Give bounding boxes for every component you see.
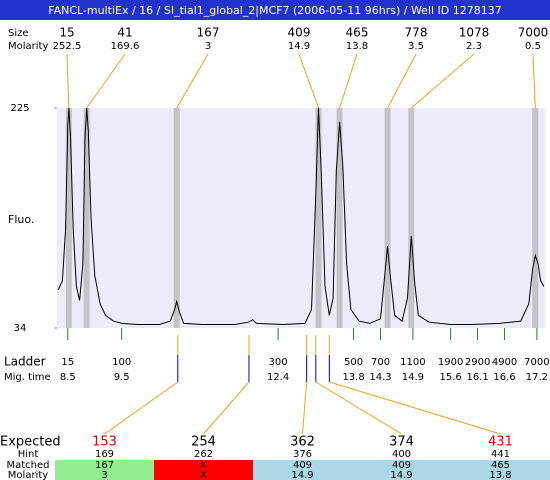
- hint-value: 262: [194, 449, 213, 460]
- hint-value: 400: [392, 449, 411, 460]
- molarity-value: 14.9: [291, 470, 313, 480]
- connector: [315, 381, 402, 435]
- molarity-value: 3: [101, 470, 107, 480]
- expected-label: Expected: [0, 435, 61, 450]
- ladder-size: 500: [344, 357, 363, 368]
- expected-value: 431: [488, 435, 513, 450]
- match-cell: [451, 460, 550, 480]
- peak-size: 41: [117, 26, 132, 40]
- y-tick-label: 34: [14, 323, 27, 334]
- ladder-time: 17.2: [526, 372, 548, 383]
- connector: [387, 53, 417, 109]
- peak-band: [173, 108, 180, 328]
- expected-value: 374: [389, 435, 414, 450]
- expected-value: 153: [92, 435, 117, 450]
- molarity-value: 13.8: [489, 470, 511, 480]
- ladder-size: 7000: [524, 357, 549, 368]
- peak-molarity: 0.5: [525, 41, 541, 52]
- ladder-time: 9.5: [114, 372, 130, 383]
- chart-title: FANCL-multiEx / 16 / SI_tial1_global_2|M…: [48, 4, 502, 17]
- peak-molarity: 2.3: [466, 41, 482, 52]
- molarity-value: X: [200, 470, 207, 480]
- ladder-size: 700: [371, 357, 390, 368]
- peak-molarity: 3: [205, 41, 211, 52]
- peak-band: [408, 108, 415, 328]
- molarity-label: Molarity: [8, 41, 48, 52]
- peak-band: [532, 108, 539, 328]
- ladder-size: 1100: [400, 357, 425, 368]
- matched-value: X: [200, 460, 207, 471]
- peak-molarity: 14.9: [288, 41, 310, 52]
- peak-size: 15: [59, 26, 74, 40]
- size-label: Size: [8, 28, 29, 39]
- match-cell: [352, 460, 451, 480]
- connector: [302, 381, 308, 435]
- hint-label: Hint: [18, 449, 39, 460]
- ladder-size: 300: [269, 357, 288, 368]
- y-tick-label: 225: [10, 103, 29, 114]
- peak-molarity: 252.5: [53, 41, 82, 52]
- connector: [298, 53, 319, 109]
- matched-label: Matched: [6, 460, 49, 471]
- peak-band: [65, 108, 72, 328]
- peak-size: 7000: [518, 26, 549, 40]
- ladder-size: 15: [61, 357, 74, 368]
- ladder-label: Ladder: [4, 355, 46, 369]
- peak-molarity: 169.6: [111, 41, 140, 52]
- peak-size: 1078: [459, 26, 490, 40]
- peak-size: 167: [197, 26, 220, 40]
- ladder-time: 16.1: [466, 372, 488, 383]
- connector: [176, 53, 209, 109]
- ladder-time: 13.8: [342, 372, 364, 383]
- molarity-row-label: Molarity: [8, 470, 48, 480]
- connector: [329, 381, 501, 435]
- plot-area: [57, 108, 545, 328]
- ladder-size: 1900: [438, 357, 463, 368]
- molarity-value: 14.9: [390, 470, 412, 480]
- time-label: Mig. time: [4, 372, 51, 383]
- ladder-size: 4900: [492, 357, 517, 368]
- connector: [203, 381, 250, 435]
- matched-value: 409: [392, 460, 411, 471]
- match-cell: [55, 460, 154, 480]
- match-cell: [154, 460, 253, 480]
- peak-size: 465: [346, 26, 369, 40]
- connector: [104, 381, 179, 435]
- ladder-time: 12.4: [267, 372, 289, 383]
- hint-value: 169: [95, 449, 114, 460]
- trace: [57, 107, 545, 326]
- connector: [410, 53, 475, 109]
- ladder-time: 8.5: [60, 372, 76, 383]
- connector: [66, 53, 70, 109]
- y-axis-label: Fluo.: [8, 213, 34, 226]
- matched-value: 465: [491, 460, 510, 471]
- ladder-size: 2900: [465, 357, 490, 368]
- peak-molarity: 13.8: [346, 41, 368, 52]
- match-cell: [253, 460, 352, 480]
- ladder-time: 16.6: [493, 372, 515, 383]
- peak-molarity: 3.5: [408, 41, 424, 52]
- ladder-time: 14.3: [369, 372, 391, 383]
- peak-band: [315, 108, 322, 328]
- ladder-time: 14.9: [402, 372, 424, 383]
- peak-band: [384, 108, 391, 328]
- matched-value: 409: [293, 460, 312, 471]
- peak-band: [83, 108, 90, 328]
- peak-size: 778: [405, 26, 428, 40]
- title-bar: [0, 0, 550, 20]
- peak-band: [336, 108, 343, 328]
- hint-value: 441: [491, 449, 510, 460]
- matched-value: 167: [95, 460, 114, 471]
- ladder-time: 15.6: [440, 372, 462, 383]
- hint-value: 376: [293, 449, 312, 460]
- expected-value: 362: [290, 435, 315, 450]
- connector: [532, 53, 536, 109]
- peak-size: 409: [288, 26, 311, 40]
- ladder-size: 100: [112, 357, 131, 368]
- connector: [86, 53, 126, 109]
- connector: [339, 53, 358, 109]
- expected-value: 254: [191, 435, 216, 450]
